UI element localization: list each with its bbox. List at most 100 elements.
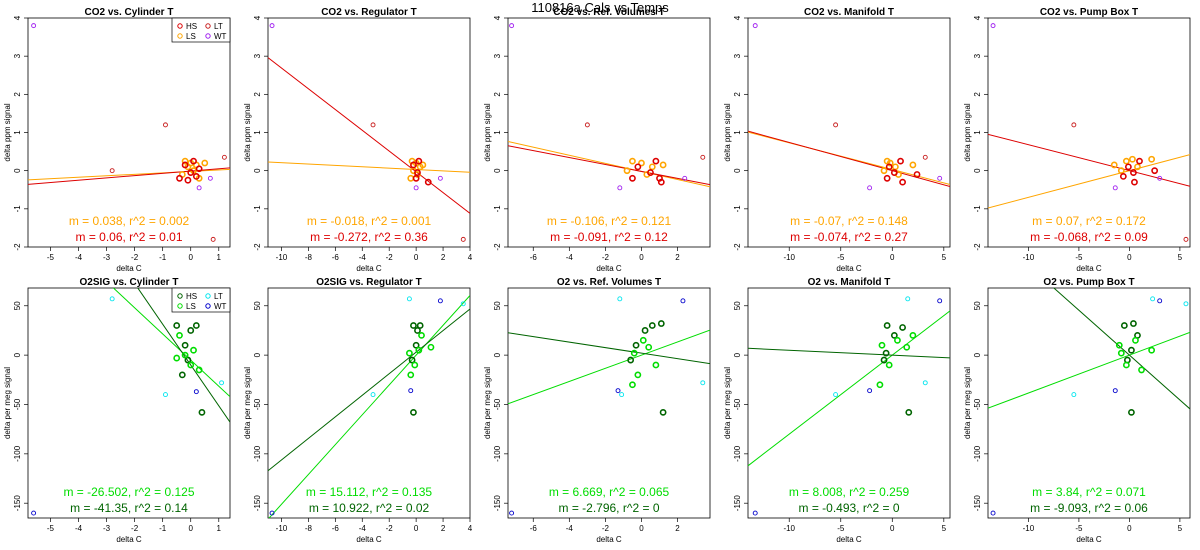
data-point	[1110, 161, 1118, 169]
data-point	[1128, 408, 1135, 416]
data-point	[192, 322, 200, 329]
data-point	[1117, 167, 1125, 175]
y-tick-label: 4	[733, 15, 742, 20]
x-tick-label: -2	[131, 524, 139, 533]
y-tick-label: -50	[253, 398, 262, 410]
regression-line	[268, 161, 470, 173]
y-axis-label: delta per meg signal	[963, 367, 972, 439]
legend: HS LT LS WT	[171, 17, 231, 43]
y-tick-label: 0	[13, 352, 22, 357]
y-tick-label: 0	[493, 168, 502, 173]
plot-area	[268, 295, 470, 518]
data-point	[629, 157, 636, 165]
fit-annotation: m = 10.922, r^2 = 0.02	[309, 501, 430, 515]
x-tick-label: -4	[75, 253, 83, 262]
x-tick-label: -2	[602, 524, 610, 533]
panel-2: CO2 vs. Regulator T-10 -8 -6 -4 -2 0 2 4-2-1012…	[243, 7, 473, 273]
data-point	[176, 331, 183, 339]
data-point	[1115, 341, 1123, 349]
data-point	[1183, 301, 1189, 307]
data-point	[176, 174, 183, 182]
data-point	[905, 296, 911, 302]
data-point	[269, 23, 275, 29]
data-point	[460, 301, 466, 307]
data-point	[410, 161, 417, 169]
data-point	[647, 169, 654, 176]
x-axis-label: delta C	[356, 535, 382, 544]
regression-line	[748, 347, 950, 359]
fit-annotation: m = -0.106, r^2 = 0.121	[547, 214, 672, 228]
plot-frame	[747, 17, 951, 248]
y-axis-label: delta per meg signal	[723, 367, 732, 439]
x-tick-label: -1	[159, 253, 167, 262]
panel-title: CO2 vs. Regulator T	[321, 7, 417, 18]
data-point	[408, 388, 414, 394]
panel-title: CO2 vs. Pump Box T	[1040, 7, 1138, 18]
data-point	[909, 331, 917, 339]
legend-marker	[177, 303, 183, 309]
y-tick-label: -100	[973, 445, 982, 462]
data-point	[173, 354, 181, 362]
plot-frame	[267, 287, 471, 519]
data-point	[109, 168, 115, 174]
data-point	[833, 122, 839, 128]
data-point	[1132, 336, 1139, 344]
x-tick-label: 2	[675, 253, 680, 262]
legend-label: WT	[214, 32, 227, 41]
y-tick-label: -1	[493, 205, 502, 213]
y-tick-label: 50	[493, 301, 502, 310]
data-point	[410, 408, 417, 416]
legend-label: LS	[186, 32, 196, 41]
panel-title: O2SIG vs. Regulator T	[316, 277, 422, 288]
data-point	[922, 380, 928, 386]
data-point	[163, 392, 168, 398]
data-point	[657, 320, 665, 327]
x-axis-label: delta C	[116, 264, 142, 273]
data-point	[752, 510, 758, 516]
x-tick-label: -10	[783, 524, 795, 533]
regression-line	[508, 332, 710, 365]
data-point	[619, 392, 625, 398]
data-point	[1128, 346, 1135, 354]
legend-marker	[177, 23, 183, 29]
data-point	[584, 122, 590, 128]
data-point	[641, 327, 649, 334]
y-tick-label: -100	[13, 445, 22, 462]
y-tick-label: -150	[733, 495, 742, 512]
data-point	[700, 154, 706, 160]
x-tick-label: 0	[890, 524, 895, 533]
data-point	[752, 23, 758, 29]
data-point	[629, 174, 636, 182]
x-tick-label: 0	[414, 524, 419, 533]
data-point	[1122, 361, 1130, 369]
fit-annotation: m = 0.038, r^2 = 0.002	[69, 214, 190, 228]
y-tick-label: 0	[733, 168, 742, 173]
data-point	[109, 296, 115, 302]
fit-annotation: m = 3.84, r^2 = 0.071	[1032, 485, 1146, 499]
data-point	[416, 322, 424, 329]
legend-marker	[205, 303, 211, 309]
data-point	[184, 356, 192, 364]
data-point	[419, 161, 427, 169]
fit-annotation: m = -2.796, r^2 = 0	[558, 501, 659, 515]
panel-title: O2SIG vs. Cylinder T	[80, 277, 179, 288]
x-tick-label: -6	[530, 524, 538, 533]
data-point	[909, 161, 917, 169]
x-tick-label: 2	[441, 524, 446, 533]
data-point	[1119, 172, 1127, 180]
regression-line	[508, 329, 710, 405]
y-tick-label: -1	[973, 205, 982, 213]
legend-label: HS	[186, 22, 197, 31]
y-tick-label: 4	[13, 15, 22, 20]
data-point	[634, 371, 642, 379]
data-point	[405, 349, 413, 357]
plot-area	[31, 288, 230, 516]
y-tick-label: 50	[973, 301, 982, 310]
x-axis-label: delta C	[836, 264, 862, 273]
data-point	[615, 388, 621, 394]
data-point	[410, 322, 417, 329]
x-tick-label: -10	[276, 253, 288, 262]
data-point	[648, 163, 656, 171]
data-point	[899, 178, 906, 186]
data-point	[269, 510, 275, 516]
